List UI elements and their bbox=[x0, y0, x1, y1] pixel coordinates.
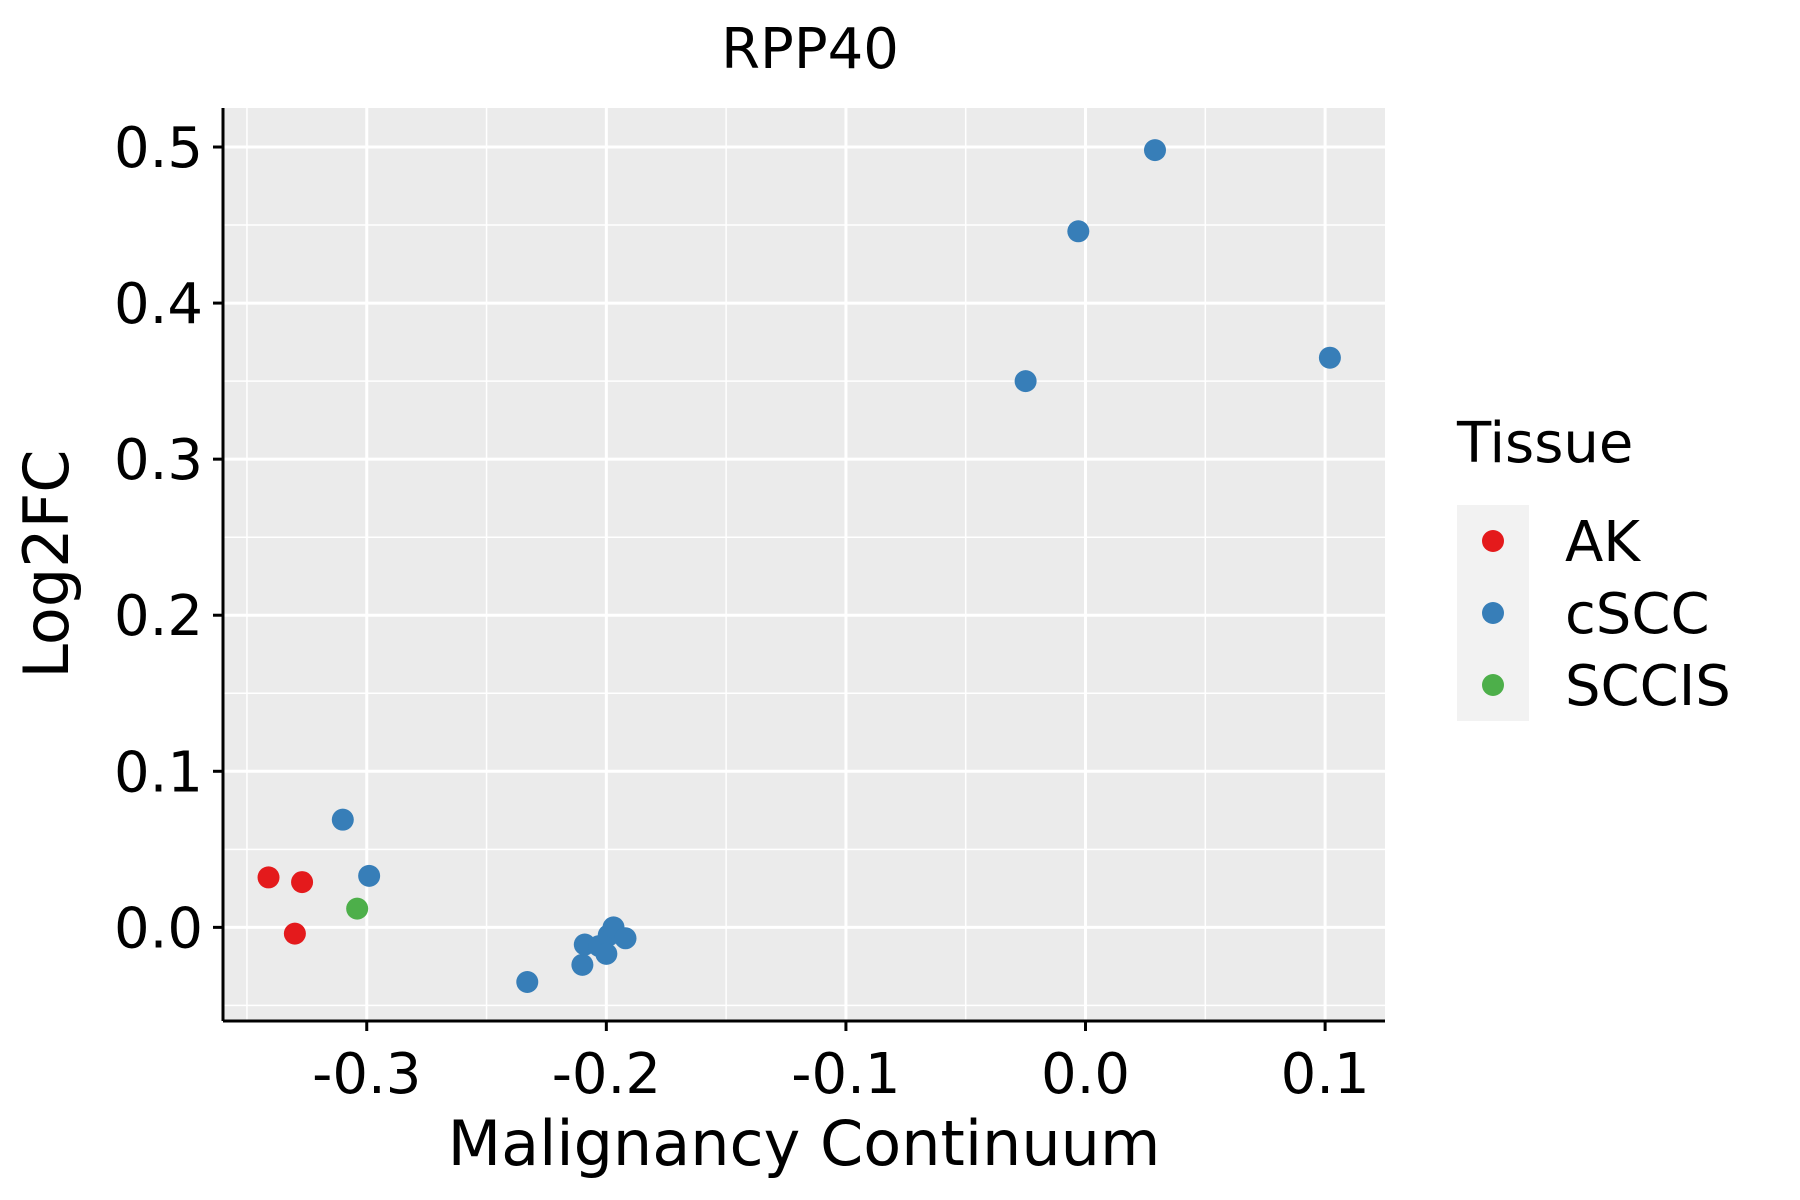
plot-panel bbox=[223, 108, 1385, 1021]
x-tick-label-2: -0.1 bbox=[791, 1042, 900, 1107]
legend-label-cscc: cSCC bbox=[1565, 582, 1710, 647]
y-tick-label-4: 0.4 bbox=[114, 272, 203, 337]
y-tick-label-2: 0.2 bbox=[114, 584, 203, 649]
legend-title: Tissue bbox=[1456, 411, 1633, 476]
legend-key-ak bbox=[1482, 530, 1504, 552]
data-points bbox=[257, 139, 1341, 993]
point-cscc-2 bbox=[516, 970, 539, 993]
point-cscc-3 bbox=[571, 953, 594, 976]
y-tick-label-3: 0.3 bbox=[114, 428, 203, 493]
minor-gridlines bbox=[223, 108, 1385, 1021]
point-ak-0 bbox=[257, 866, 280, 889]
major-gridlines bbox=[223, 108, 1385, 1021]
x-axis-ticks: -0.3 -0.2 -0.1 0.0 0.1 bbox=[312, 1021, 1370, 1107]
y-tick-label-5: 0.5 bbox=[114, 116, 203, 181]
chart-title: RPP40 bbox=[721, 17, 899, 82]
point-ak-2 bbox=[283, 922, 306, 945]
x-axis-title: Malignancy Continuum bbox=[448, 1107, 1161, 1180]
x-tick-label-3: 0.0 bbox=[1041, 1042, 1130, 1107]
x-tick-label-4: 0.1 bbox=[1281, 1042, 1370, 1107]
legend-label-ak: AK bbox=[1565, 510, 1641, 575]
point-cscc-1 bbox=[358, 864, 381, 887]
point-cscc-10 bbox=[1014, 370, 1037, 393]
y-axis-ticks: 0.0 0.1 0.2 0.3 0.4 0.5 bbox=[114, 116, 223, 961]
legend-label-sccis: SCCIS bbox=[1565, 654, 1731, 719]
y-axis-title: Log2FC bbox=[10, 449, 83, 678]
x-tick-label-1: -0.2 bbox=[552, 1042, 661, 1107]
point-cscc-9 bbox=[614, 927, 637, 950]
point-ak-1 bbox=[291, 871, 314, 894]
legend: Tissue AK cSCC SCCIS bbox=[1456, 411, 1731, 721]
y-tick-label-0: 0.0 bbox=[114, 896, 203, 961]
legend-key-sccis bbox=[1482, 674, 1504, 696]
point-cscc-8 bbox=[595, 942, 618, 965]
point-cscc-13 bbox=[1318, 346, 1341, 369]
point-cscc-12 bbox=[1143, 139, 1166, 162]
x-tick-label-0: -0.3 bbox=[312, 1042, 421, 1107]
y-tick-label-1: 0.1 bbox=[114, 740, 203, 805]
point-cscc-0 bbox=[331, 808, 354, 831]
point-cscc-11 bbox=[1067, 220, 1090, 243]
point-sccis-0 bbox=[346, 897, 369, 920]
legend-entries: AK cSCC SCCIS bbox=[1482, 510, 1731, 719]
legend-key-cscc bbox=[1482, 602, 1504, 624]
